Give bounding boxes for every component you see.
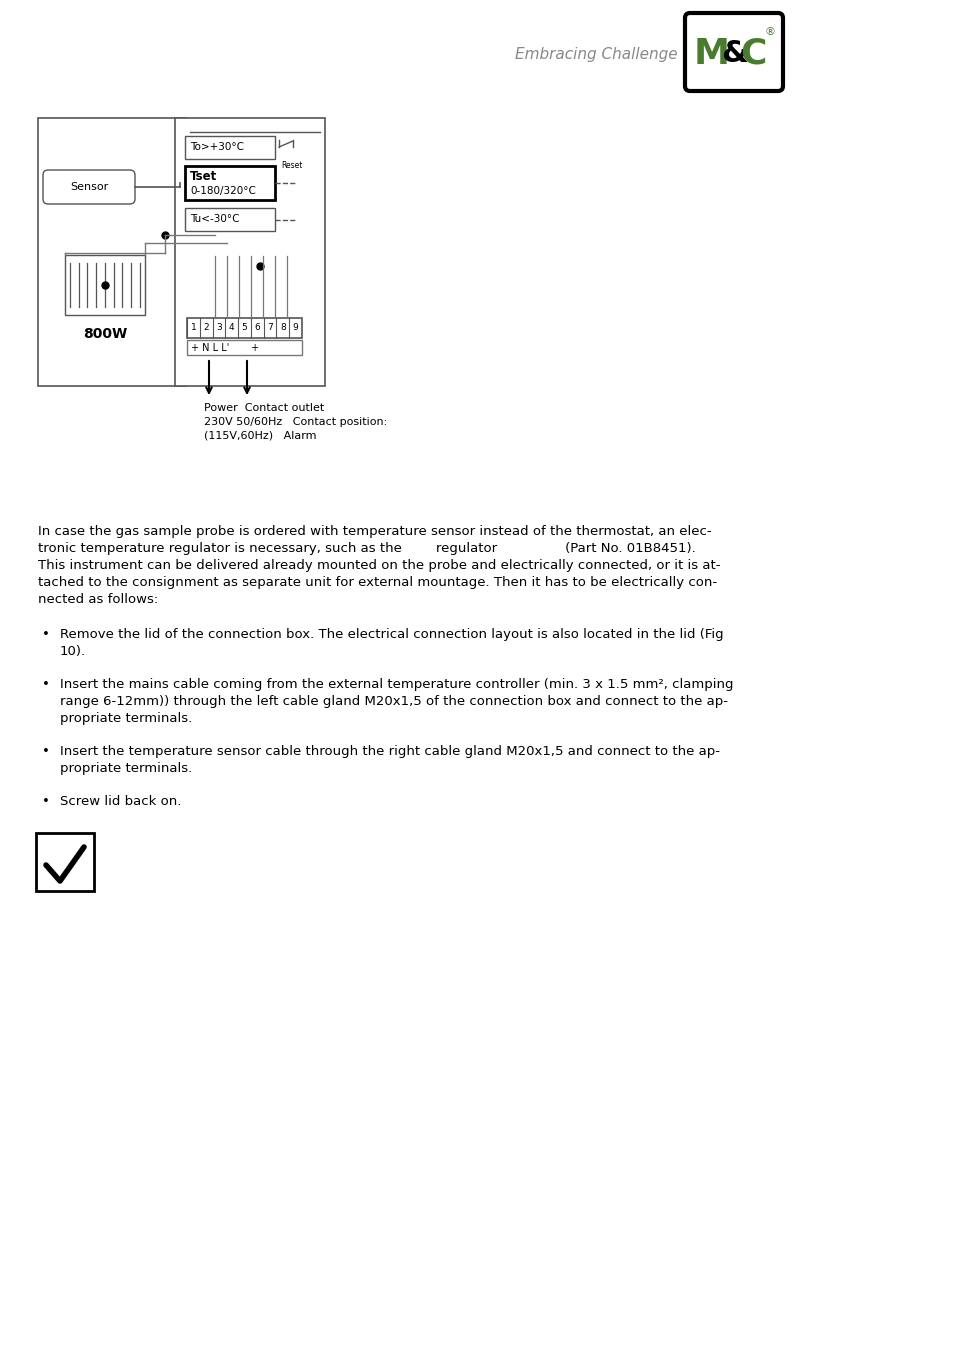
Text: 8: 8 (279, 324, 285, 332)
Bar (187, 319, 302, 338)
Text: Remove the lid of the connection box. The electrical connection layout is also l: Remove the lid of the connection box. Th… (60, 628, 723, 641)
Text: •: • (42, 678, 50, 691)
Text: propriate terminals.: propriate terminals. (60, 761, 193, 775)
Text: Screw lid back on.: Screw lid back on. (60, 795, 181, 809)
FancyBboxPatch shape (43, 170, 135, 204)
Text: Power  Contact outlet: Power Contact outlet (204, 404, 324, 413)
Text: C: C (739, 36, 765, 72)
Text: Insert the temperature sensor cable through the right cable gland M20x1,5 and co: Insert the temperature sensor cable thro… (60, 745, 720, 757)
Bar (185, 166, 274, 200)
Text: In case the gas sample probe is ordered with temperature sensor instead of the t: In case the gas sample probe is ordered … (38, 525, 711, 539)
Text: Reset: Reset (281, 161, 302, 170)
Text: Tset: Tset (190, 170, 217, 184)
Text: tached to the consignment as separate unit for external mountage. Then it has to: tached to the consignment as separate un… (38, 576, 717, 589)
Text: 2: 2 (203, 324, 209, 332)
Text: 6: 6 (254, 324, 260, 332)
Text: 9: 9 (293, 324, 298, 332)
FancyBboxPatch shape (684, 14, 782, 90)
Bar (38, 117, 186, 386)
Bar (65, 255, 145, 315)
Text: 10).: 10). (60, 645, 86, 657)
Text: To>+30°C: To>+30°C (190, 143, 244, 153)
Bar (36, 833, 94, 891)
Text: 0-180/320°C: 0-180/320°C (190, 186, 255, 196)
Text: ®: ® (763, 27, 775, 36)
Text: 3: 3 (215, 324, 222, 332)
Bar (185, 136, 274, 159)
Text: Sensor: Sensor (70, 182, 108, 192)
Bar (185, 208, 274, 231)
Text: 800W: 800W (83, 327, 127, 342)
Text: 4: 4 (229, 324, 234, 332)
Text: 7: 7 (267, 324, 273, 332)
Text: This instrument can be delivered already mounted on the probe and electrically c: This instrument can be delivered already… (38, 559, 720, 572)
Text: (115V,60Hz)   Alarm: (115V,60Hz) Alarm (204, 431, 316, 441)
Text: Tu<-30°C: Tu<-30°C (190, 215, 239, 224)
Text: range 6-12mm)) through the left cable gland M20x1,5 of the connection box and co: range 6-12mm)) through the left cable gl… (60, 695, 727, 707)
Text: •: • (42, 795, 50, 809)
Text: M: M (693, 36, 729, 72)
Text: Embracing Challenge: Embracing Challenge (515, 46, 678, 62)
Bar (174, 117, 325, 386)
Bar (187, 340, 302, 355)
Text: •: • (42, 745, 50, 757)
Text: Insert the mains cable coming from the external temperature controller (min. 3 x: Insert the mains cable coming from the e… (60, 678, 733, 691)
Text: &: & (720, 39, 746, 69)
Text: nected as follows:: nected as follows: (38, 593, 158, 606)
Text: propriate terminals.: propriate terminals. (60, 711, 193, 725)
Text: tronic temperature regulator is necessary, such as the        regulator         : tronic temperature regulator is necessar… (38, 541, 695, 555)
Text: 5: 5 (241, 324, 247, 332)
Text: + N L L'       +: + N L L' + (191, 343, 259, 352)
Text: •: • (42, 628, 50, 641)
Text: 230V 50/60Hz   Contact position:: 230V 50/60Hz Contact position: (204, 417, 387, 427)
Text: 1: 1 (191, 324, 196, 332)
